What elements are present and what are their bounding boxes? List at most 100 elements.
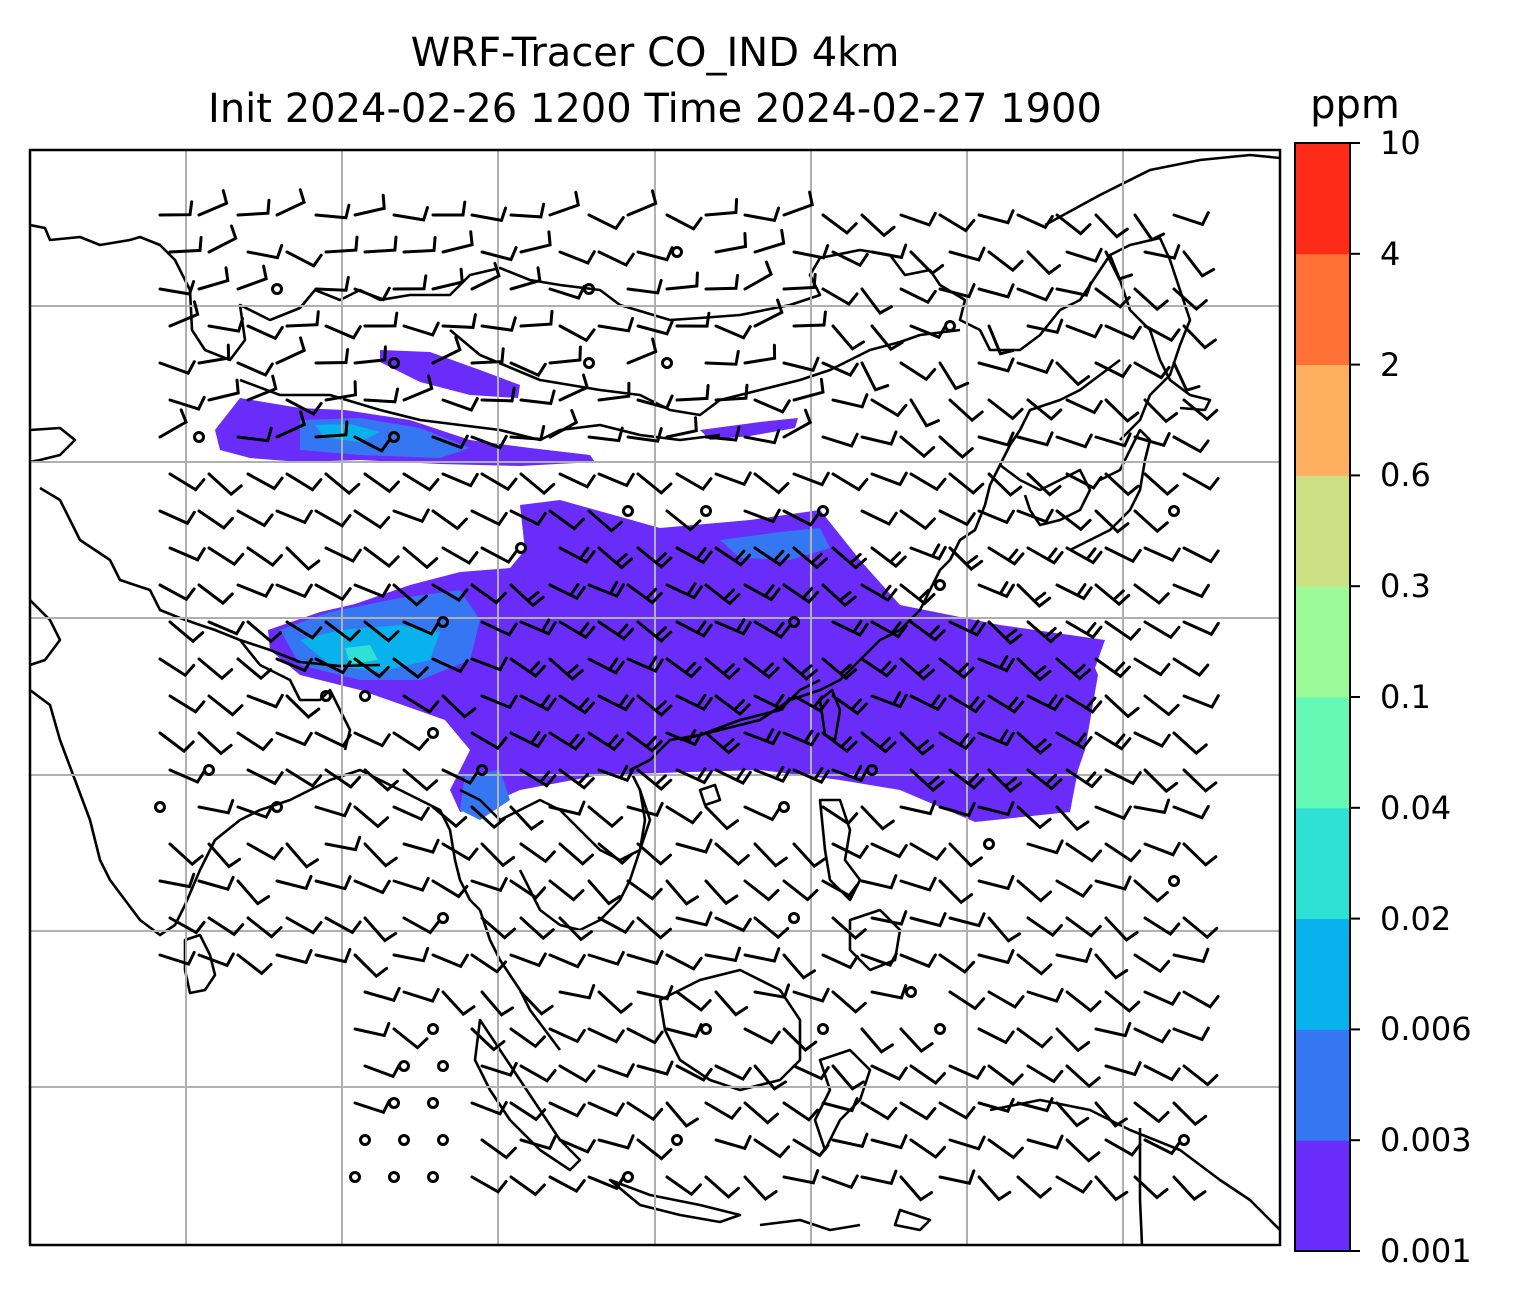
- wind-barb: [236, 731, 274, 752]
- wind-barb: [353, 286, 391, 302]
- wind-barb: [1143, 990, 1181, 1006]
- calm-wind-marker: [1168, 505, 1180, 517]
- wind-barb: [441, 546, 479, 565]
- wind-barb: [665, 953, 703, 971]
- wind-barb: [431, 583, 469, 602]
- wind-barb: [704, 805, 739, 831]
- wind-barb: [1016, 583, 1052, 608]
- wind-barb: [909, 543, 947, 561]
- myanmar-coast: [309, 768, 481, 911]
- wind-barb: [480, 916, 516, 940]
- wind-barb: [938, 657, 975, 680]
- wind-barb: [1026, 987, 1064, 1003]
- wind-barb: [675, 838, 713, 854]
- wind-barb: [509, 266, 542, 291]
- wind-barb: [870, 620, 908, 639]
- wind-barb: [977, 1175, 1012, 1202]
- wind-barb: [431, 805, 468, 829]
- colorbar-unit: ppm: [1310, 82, 1400, 128]
- wind-barb: [714, 1064, 752, 1082]
- wind-barb: [285, 842, 319, 869]
- wind-barb: [1172, 211, 1210, 227]
- calm-wind-marker: [398, 1060, 410, 1072]
- wind-barb: [1172, 583, 1210, 599]
- calm-wind-marker: [388, 431, 400, 443]
- wind-barb: [1104, 620, 1141, 641]
- wind-barb: [1182, 694, 1220, 709]
- wind-barb: [480, 1061, 518, 1077]
- wind-barb: [704, 425, 741, 442]
- wind-barb: [753, 983, 791, 999]
- wind-barb: [1055, 213, 1092, 236]
- wind-barb: [1133, 798, 1171, 815]
- wind-barb: [636, 246, 674, 262]
- wind-barb: [168, 472, 206, 492]
- colorbar-segment: [1295, 918, 1350, 1030]
- calm-wind-marker: [778, 801, 790, 813]
- wind-barb: [363, 235, 398, 254]
- calm-wind-marker: [349, 1171, 361, 1183]
- wind-barb: [275, 509, 313, 525]
- wind-barb: [324, 235, 359, 254]
- wind-barb: [480, 620, 518, 637]
- wind-barb: [275, 874, 313, 891]
- wind-barb: [363, 472, 400, 494]
- wind-barb: [207, 916, 245, 937]
- wind-barb: [870, 324, 904, 352]
- wind-barb: [1094, 1021, 1132, 1038]
- wind-barb: [821, 731, 858, 754]
- small-islands: [759, 1218, 861, 1232]
- wind-barb: [899, 211, 937, 227]
- wind-barb: [587, 580, 625, 598]
- wind-barb: [870, 910, 908, 926]
- wind-barb: [470, 1027, 506, 1052]
- wind-barb: [1172, 1026, 1210, 1042]
- wind-barb: [1133, 1027, 1171, 1044]
- wind-barb: [353, 509, 391, 530]
- wind-barb: [714, 618, 752, 636]
- wind-barb: [704, 879, 739, 906]
- wind-barb: [1133, 879, 1169, 903]
- wind-barb: [1133, 361, 1171, 380]
- png-border: [1138, 1128, 1144, 1245]
- wind-barb: [548, 1101, 586, 1118]
- wind-barb: [519, 618, 557, 636]
- wind-barb: [782, 190, 814, 217]
- wind-barb: [938, 1169, 976, 1185]
- wind-barb: [1104, 1138, 1142, 1157]
- tibet-border: [239, 378, 721, 442]
- wind-barb: [1104, 472, 1140, 497]
- chart-title-line1: WRF-Tracer CO_IND 4km: [410, 30, 900, 76]
- wind-barb: [548, 657, 584, 681]
- wind-barb: [246, 243, 284, 260]
- wind-barb: [324, 324, 362, 340]
- wind-barb: [1143, 841, 1181, 857]
- wind-barb: [587, 731, 625, 752]
- calm-wind-marker: [437, 1134, 449, 1146]
- wind-barb: [168, 694, 206, 714]
- wind-barb: [402, 472, 440, 492]
- calm-wind-marker: [203, 764, 215, 776]
- wind-barb: [909, 1064, 946, 1085]
- wind-barb: [1143, 768, 1179, 794]
- wind-barb: [714, 546, 752, 567]
- wind-barb: [909, 912, 947, 928]
- chart-title-line2: Init 2024-02-26 1200 Time 2024-02-27 190…: [208, 86, 1102, 132]
- wind-barb: [285, 694, 321, 719]
- wind-barb: [402, 916, 440, 935]
- wind-barb: [831, 694, 868, 716]
- wind-barb: [977, 1027, 1015, 1045]
- wind-barb: [207, 694, 244, 717]
- wind-barb: [938, 509, 976, 527]
- wind-barb: [431, 657, 469, 674]
- wind-barb: [665, 213, 703, 231]
- wind-barbs: [154, 188, 1220, 1202]
- wind-barb: [626, 583, 663, 605]
- wind-barb: [743, 728, 781, 746]
- wind-barb: [1065, 398, 1103, 415]
- wind-barb: [558, 842, 594, 866]
- wind-barb: [860, 583, 898, 602]
- wind-barb: [168, 620, 205, 644]
- wind-barb: [1026, 250, 1062, 276]
- wind-barb: [675, 620, 713, 638]
